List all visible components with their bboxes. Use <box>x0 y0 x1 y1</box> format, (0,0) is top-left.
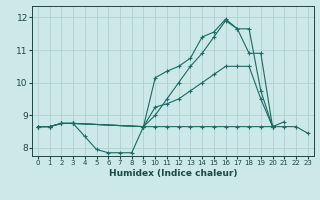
X-axis label: Humidex (Indice chaleur): Humidex (Indice chaleur) <box>108 169 237 178</box>
